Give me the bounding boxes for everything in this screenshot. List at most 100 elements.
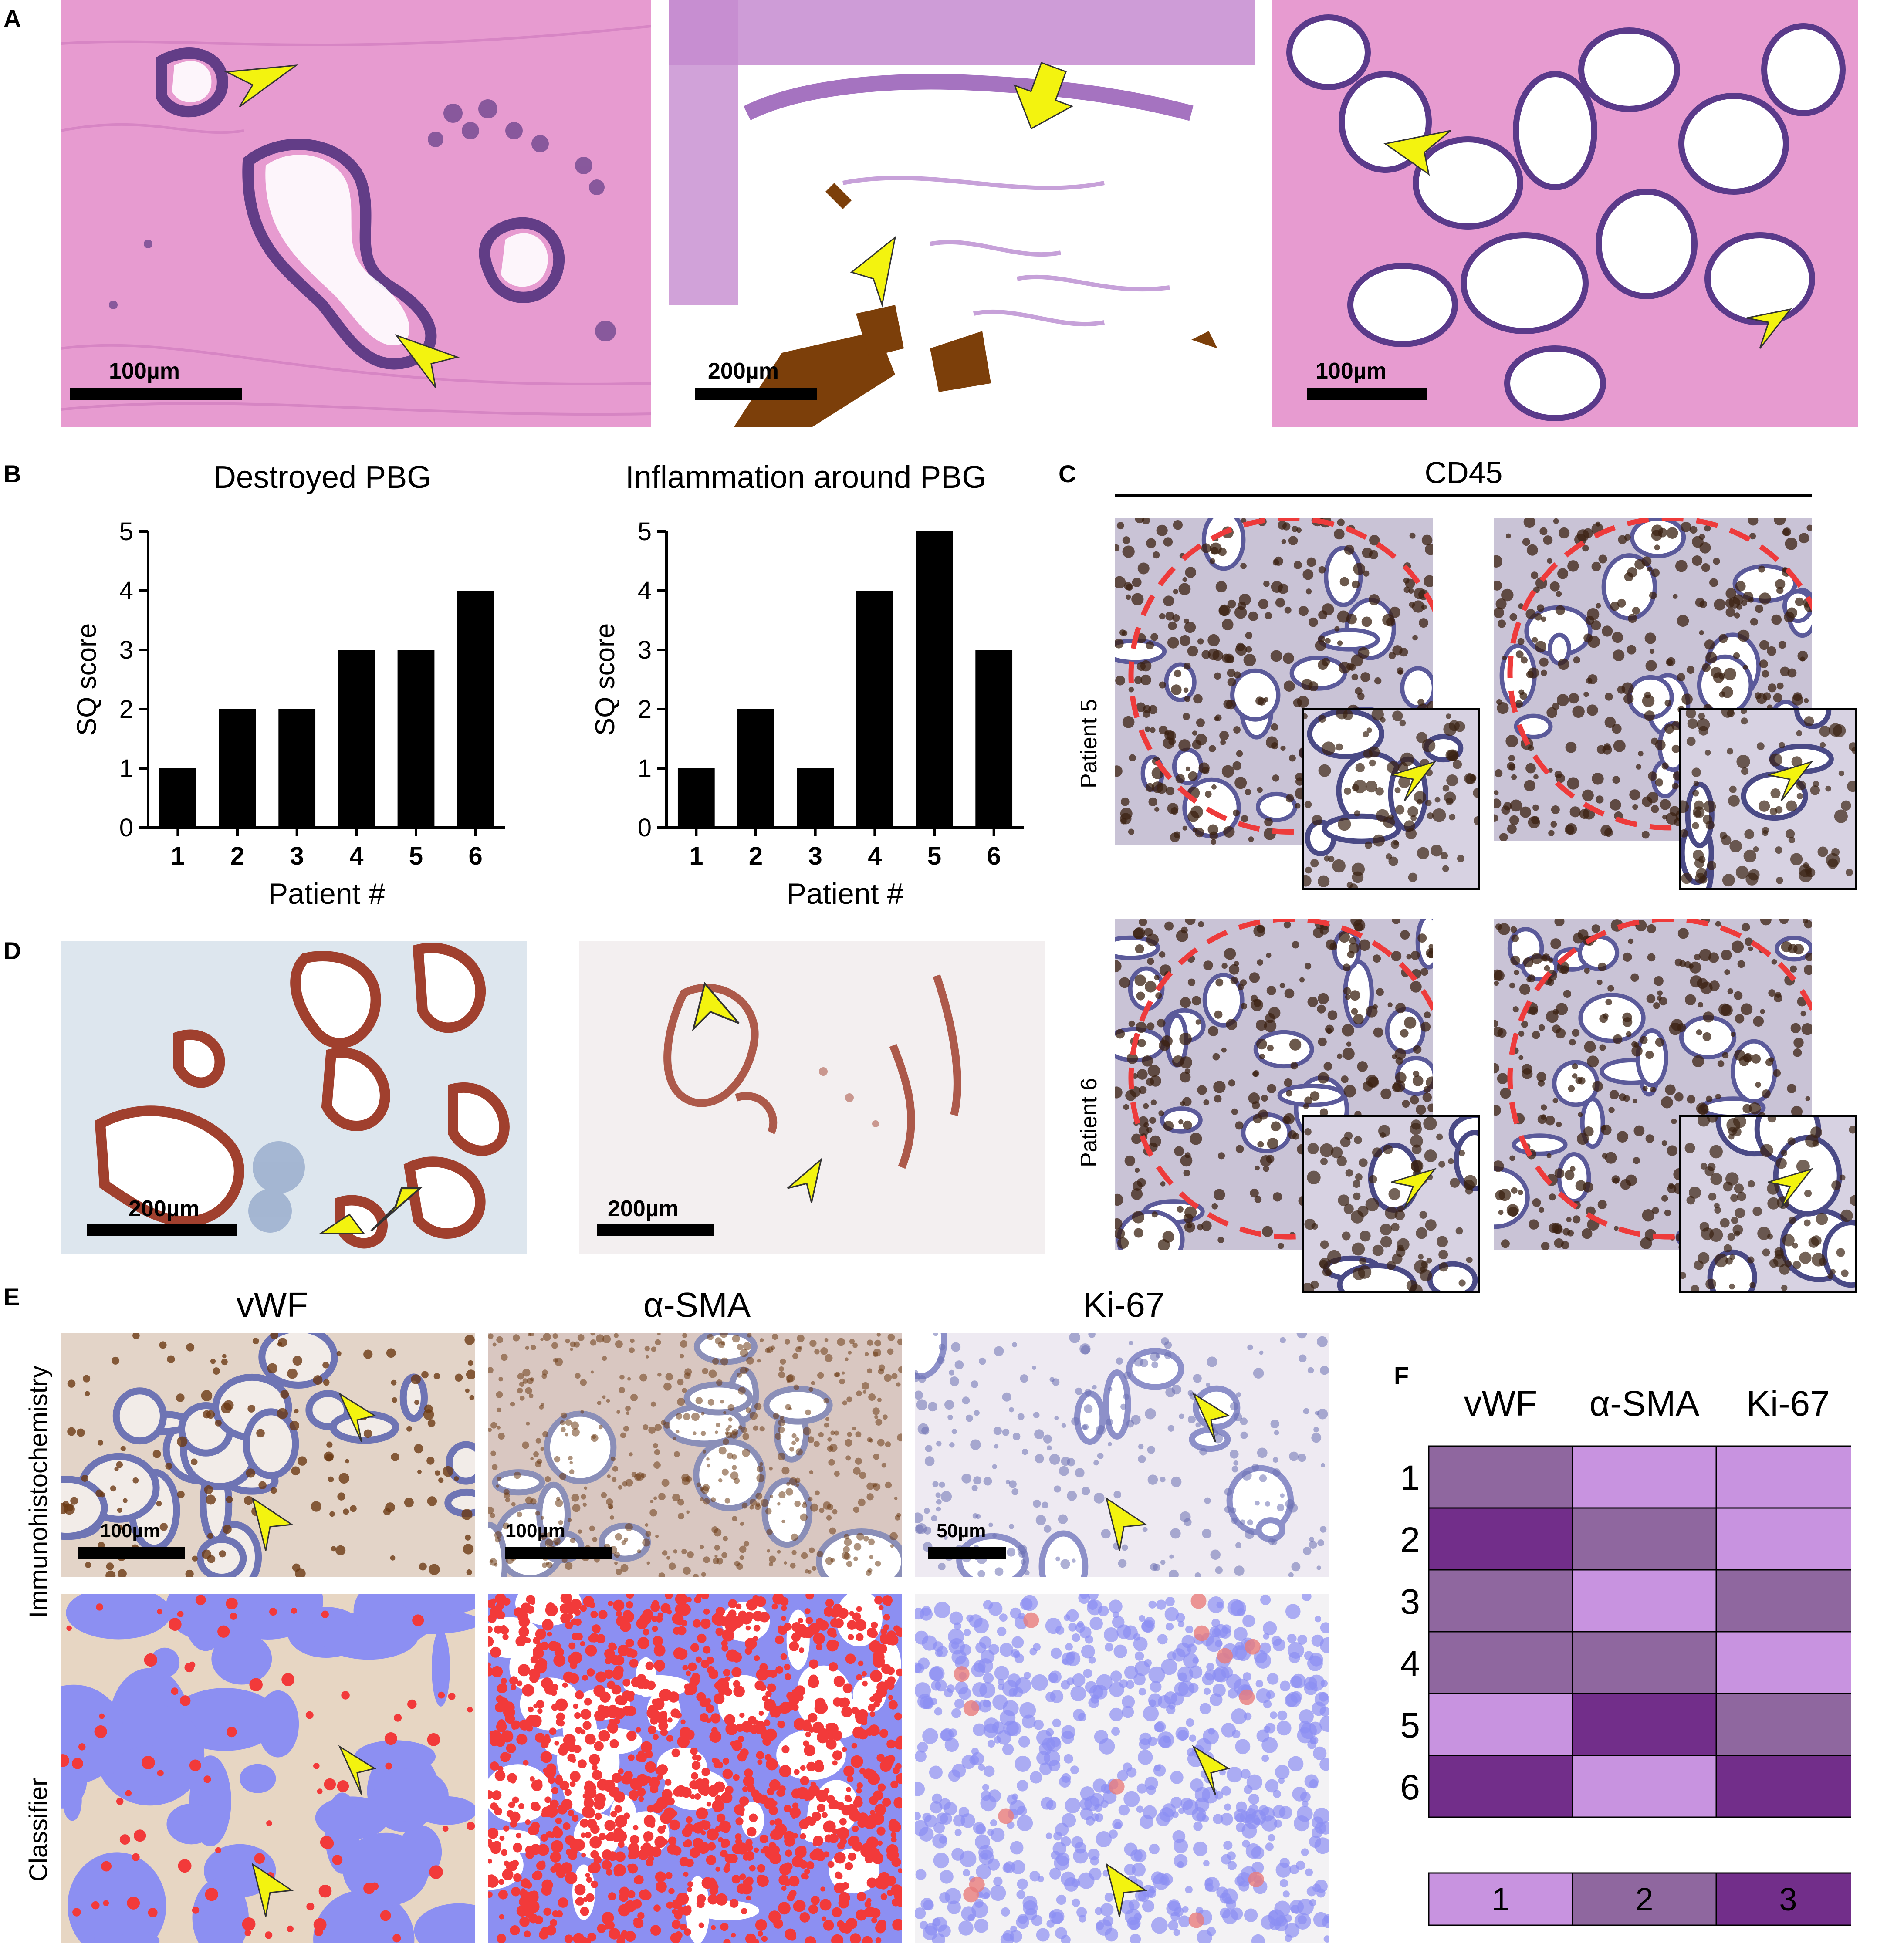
arrowhead-icon [224, 64, 299, 108]
roi-outline [1128, 518, 1433, 835]
x-tick-label: 2 [749, 842, 763, 870]
heatmap-cell [1572, 1569, 1717, 1633]
cd45-micrograph-p5-a [1115, 518, 1433, 845]
tissue-texture [1681, 1117, 1855, 1291]
y-tick-label: 1 [119, 754, 133, 783]
classifier-map-vwf [61, 1594, 475, 1943]
scale-label: 200µm [708, 358, 779, 384]
chart-title: Inflammation around PBG [626, 460, 986, 495]
scale-bar [87, 1224, 237, 1236]
heatmap-cell [1572, 1631, 1717, 1694]
y-axis-label: SQ score [72, 623, 102, 736]
heatmap-cell [1715, 1445, 1851, 1509]
x-axis-label: Patient # [787, 877, 904, 910]
x-tick-label: 1 [689, 842, 703, 870]
x-tick-label: 2 [230, 842, 244, 870]
x-axis-label: Patient # [268, 877, 386, 910]
ihc-micrograph-asma [488, 1333, 902, 1577]
heatmap-row-label: 2 [1400, 1520, 1420, 1560]
heatmap-row-label: 5 [1400, 1706, 1420, 1745]
cd45-title: CD45 [1424, 456, 1503, 490]
scale-bar [78, 1547, 185, 1559]
bar [856, 591, 893, 828]
x-tick-label: 3 [290, 842, 304, 870]
panel-letter-b: B [3, 460, 21, 487]
bar [797, 768, 834, 828]
cd45-inset-p5-b [1679, 708, 1857, 890]
tissue-texture [915, 1594, 1329, 1943]
roi-outline [1507, 919, 1812, 1240]
tissue-texture [1304, 710, 1478, 888]
heatmap-cell [1572, 1507, 1717, 1571]
arrowhead-icon [1383, 130, 1451, 176]
cd45-inset-p5-a [1302, 708, 1480, 890]
legend-swatch [1572, 1872, 1717, 1926]
arrowhead-icon [338, 1392, 376, 1442]
heatmap-cell [1572, 1445, 1717, 1509]
heatmap-cell [1715, 1693, 1851, 1756]
heatmap-column-label: Ki-67 [1746, 1384, 1830, 1423]
arrowhead-icon [1105, 1497, 1148, 1551]
legend-label: 3 [1779, 1881, 1797, 1917]
row-label-patient-6: Patient 6 [1076, 1078, 1102, 1167]
y-tick-label: 4 [119, 577, 133, 605]
roi-outline [1507, 518, 1812, 831]
scale-bar [597, 1224, 714, 1236]
heatmap-cell [1715, 1569, 1851, 1633]
tissue-texture [61, 1594, 475, 1943]
y-tick-label: 5 [119, 517, 133, 546]
scale-bar [70, 388, 242, 400]
tissue-texture [61, 1333, 475, 1577]
legend-label: 1 [1491, 1881, 1509, 1917]
arrowhead-icon [251, 1863, 294, 1917]
he-micrograph-1: 100µm [61, 0, 651, 427]
scale-bar [1307, 388, 1427, 400]
y-tick-label: 0 [119, 814, 133, 842]
row-label-immunohistochemistry: Immunohistochemistry [24, 1365, 53, 1618]
heatmap-row-label: 4 [1400, 1644, 1420, 1684]
bar [219, 709, 256, 828]
heatmap-cell [1428, 1445, 1573, 1509]
heatmap-cell [1428, 1693, 1573, 1756]
arrowhead-icon [1746, 308, 1792, 349]
arrowhead-icon [1768, 1168, 1814, 1209]
scale-bar [928, 1547, 1006, 1559]
he-tissue-texture [61, 25, 651, 416]
y-tick-label: 5 [638, 517, 652, 546]
row-label-classifier: Classifier [24, 1778, 53, 1882]
panel-letter-d: D [3, 937, 21, 964]
y-axis-label: SQ score [590, 623, 620, 736]
arrow-icon [1013, 62, 1074, 130]
heatmap-cell [1572, 1693, 1717, 1756]
heatmap-cell [1715, 1507, 1851, 1571]
cd45-title-rule [1115, 494, 1812, 497]
y-tick-label: 3 [119, 636, 133, 664]
classifier-map-ki67 [915, 1594, 1329, 1943]
bar [916, 531, 953, 828]
chart-title: Destroyed PBG [213, 460, 431, 495]
y-tick-label: 4 [638, 577, 652, 605]
column-title-vwf: vWF [236, 1285, 308, 1324]
arrowhead-icon [1192, 1745, 1230, 1795]
panel-letter-c: C [1059, 460, 1076, 487]
bar [159, 768, 196, 828]
heatmap-cell [1428, 1755, 1573, 1818]
scale-label: 100µm [505, 1520, 565, 1542]
arrowhead-icon [338, 1745, 376, 1795]
he-micrograph-3: 100µm [1272, 0, 1858, 427]
arrowhead-icon [1391, 761, 1437, 801]
heatmap-cell [1715, 1755, 1851, 1818]
x-tick-label: 1 [171, 842, 185, 870]
tissue-texture [1681, 710, 1855, 888]
bar-chart-inflammation-pbg: Inflammation around PBG 0 1 2 3 4 5 1 2 3 4 5 6 Patie… [590, 460, 1024, 910]
tissue-texture [1115, 518, 1433, 845]
heatmap-cell [1428, 1507, 1573, 1571]
legend-label: 2 [1635, 1881, 1653, 1917]
x-tick-label: 5 [927, 842, 941, 870]
arrowhead-icon [1768, 761, 1814, 801]
bar [975, 650, 1013, 828]
arrowhead-icon [1391, 1168, 1437, 1209]
heatmap-cell [1715, 1631, 1851, 1694]
ihc-micrograph-ki67 [915, 1333, 1329, 1577]
heatmap-cell [1428, 1569, 1573, 1633]
